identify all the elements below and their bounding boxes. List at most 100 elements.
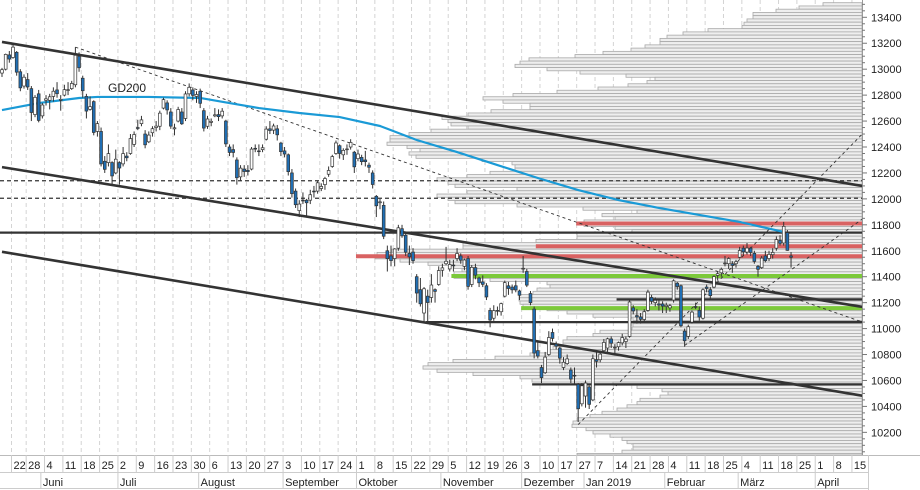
candle-body-up [521, 267, 525, 270]
candle [543, 351, 547, 374]
candle-body-down [569, 369, 573, 380]
y-tick-label: 10400 [871, 401, 902, 413]
candle [558, 346, 562, 364]
candle [180, 108, 184, 125]
candle-body-up [492, 310, 496, 319]
volume-profile-bar [579, 70, 863, 75]
volume-profile-bar [532, 290, 863, 295]
candle-body-up [429, 284, 434, 298]
volume-profile-bar [632, 316, 863, 321]
candle [517, 289, 522, 301]
candle [293, 188, 298, 208]
volume-profile-bar [408, 151, 863, 156]
candle-body-up [315, 182, 320, 192]
candle [282, 147, 287, 158]
candle-body-down [679, 285, 683, 327]
candle [470, 265, 474, 288]
x-tick-label: 4 [744, 460, 750, 472]
volume-profile-bar [632, 323, 863, 328]
y-tick-label: 12400 [871, 142, 902, 154]
candle-body-down [558, 347, 562, 359]
candle-body-up [602, 342, 606, 351]
candle-body-up [154, 125, 158, 128]
volume-profile-bar [627, 83, 863, 88]
candle [337, 144, 342, 159]
x-tick-label: 28 [652, 460, 664, 472]
candle [451, 259, 456, 272]
volume-profile-bar [632, 446, 863, 451]
candle-body-down [576, 384, 580, 410]
candle [690, 310, 694, 324]
candle-body-up [161, 99, 166, 109]
dashed-trend-line [684, 214, 869, 346]
candle-body-up [62, 89, 67, 96]
candle-body-up [356, 153, 360, 160]
candle [275, 124, 279, 141]
volume-profile-bar [536, 287, 863, 292]
candle [646, 289, 650, 312]
candle-body-up [73, 54, 78, 86]
candle [425, 289, 430, 323]
candle-body-up [770, 252, 775, 256]
y-tick-label: 10800 [871, 350, 902, 362]
candle-body-up [95, 123, 100, 132]
x-tick-label: 1 [358, 460, 364, 472]
x-tick-label: 28 [28, 460, 40, 472]
volume-profile-bar [556, 89, 863, 94]
candle [759, 255, 764, 269]
candle [308, 189, 313, 205]
candle-body-up [565, 358, 569, 364]
candle-body-up [690, 311, 694, 323]
volume-profile-bar [489, 170, 863, 175]
candle-body-down [704, 286, 709, 289]
candle-body-up [66, 89, 70, 91]
candle-body-up [172, 127, 177, 130]
volume-profile-bar [528, 57, 863, 62]
candle [224, 119, 228, 147]
month-label: Dezember [524, 477, 575, 489]
volume-profile-bar [639, 397, 863, 402]
candle [536, 341, 540, 359]
candle-body-down [635, 315, 639, 318]
candle-body-up [11, 46, 15, 58]
candle [756, 265, 760, 277]
candle-body-up [69, 83, 74, 89]
candle [14, 51, 19, 76]
candle [701, 288, 705, 320]
candle-body-up [44, 98, 48, 101]
x-tick-label: 13 [230, 460, 242, 472]
candle [62, 84, 67, 97]
candle-body-down [594, 359, 599, 362]
candle [510, 284, 514, 294]
candle-body-down [458, 255, 463, 261]
candle-body-up [139, 119, 144, 125]
candle-body-down [55, 89, 59, 95]
candle-body-down [363, 159, 368, 163]
candle-body-up [646, 291, 650, 311]
volume-profile-bar [441, 115, 863, 120]
candle [91, 100, 96, 136]
candle-body-down [528, 293, 533, 303]
candle [139, 115, 144, 127]
volume-profile-bar [529, 352, 863, 357]
x-tick-label: 30 [193, 460, 205, 472]
y-tick-label: 11400 [871, 272, 901, 284]
candle [550, 328, 555, 342]
candle [400, 224, 404, 238]
candle-body-up [774, 239, 779, 249]
candle-body-down [675, 282, 680, 287]
volume-profile-bar [576, 453, 863, 456]
candle [29, 86, 34, 122]
candle [418, 277, 423, 307]
candle-body-up [440, 267, 445, 271]
x-tick-label: 29 [432, 460, 444, 472]
candle-body-up [422, 288, 426, 314]
month-label: Februar [667, 477, 706, 489]
y-tick-label: 12600 [871, 116, 902, 128]
x-tick-label: 14 [615, 460, 627, 472]
volume-profile-bar [775, 8, 863, 13]
volume-profile-bar [427, 362, 863, 367]
candle [499, 302, 503, 316]
volume-profile-bar [741, 25, 863, 30]
candle-body-up [737, 250, 742, 258]
